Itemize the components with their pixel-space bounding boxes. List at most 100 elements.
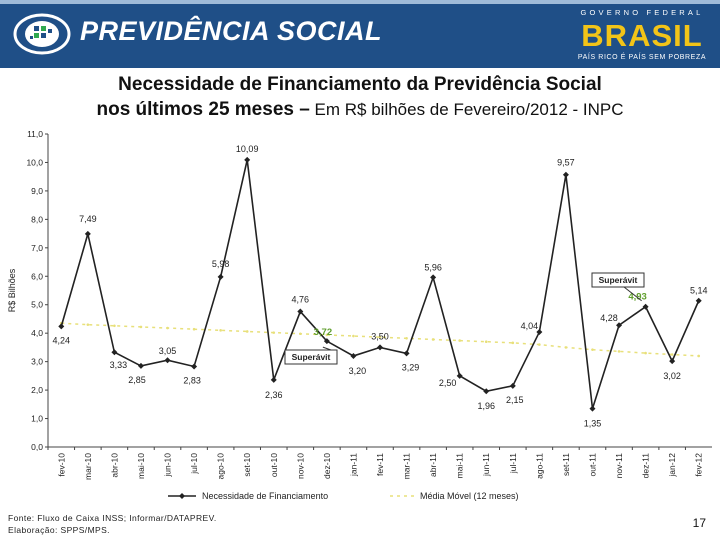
y-tick-label: 2,0 bbox=[31, 385, 43, 395]
data-label: 1,96 bbox=[477, 401, 495, 411]
brand-title: PREVIDÊNCIA SOCIAL bbox=[80, 16, 383, 46]
x-tick-label: mar-10 bbox=[83, 453, 93, 480]
legend-label-necessidade: Necessidade de Financiamento bbox=[202, 491, 328, 501]
x-tick-label: nov-11 bbox=[614, 453, 624, 479]
x-tick-label: out-10 bbox=[269, 453, 279, 477]
chart-title-subtitle: Em R$ bilhões de Fevereiro/2012 - INPC bbox=[309, 100, 624, 119]
y-tick-label: 3,0 bbox=[31, 357, 43, 367]
x-tick-label: jun-10 bbox=[163, 453, 173, 478]
data-label: 4,76 bbox=[292, 295, 310, 305]
point-necessidade bbox=[323, 338, 330, 345]
point-necessidade bbox=[456, 372, 463, 379]
data-label: 3,33 bbox=[110, 360, 128, 370]
point-necessidade bbox=[669, 358, 676, 365]
x-tick-label: set-10 bbox=[242, 453, 252, 477]
x-tick-label: ago-10 bbox=[216, 453, 226, 480]
data-label: 7,49 bbox=[79, 214, 97, 224]
data-label: 10,09 bbox=[236, 144, 259, 154]
x-tick-label: abr-10 bbox=[109, 453, 119, 478]
annotation-label: Superávit bbox=[292, 352, 331, 362]
chart-title-line1: Necessidade de Financiamento da Previdên… bbox=[118, 74, 602, 95]
point-necessidade bbox=[191, 363, 198, 370]
y-tick-label: 6,0 bbox=[31, 271, 43, 281]
point-media-movel bbox=[166, 326, 169, 330]
point-necessidade bbox=[589, 405, 596, 412]
x-tick-label: jul-10 bbox=[189, 453, 199, 475]
point-media-movel bbox=[192, 327, 196, 331]
y-tick-label: 7,0 bbox=[31, 243, 43, 253]
x-tick-label: set-11 bbox=[561, 453, 571, 476]
point-necessidade bbox=[137, 362, 144, 369]
x-tick-label: dez-11 bbox=[641, 453, 651, 479]
point-media-movel bbox=[591, 348, 594, 351]
x-tick-label: nov-10 bbox=[295, 453, 305, 479]
y-tick-label: 9,0 bbox=[31, 186, 43, 196]
chart-title-bold: nos últimos 25 meses – bbox=[96, 99, 310, 120]
point-media-movel bbox=[511, 341, 515, 345]
point-media-movel bbox=[219, 329, 222, 332]
y-tick-label: 10,0 bbox=[26, 157, 43, 167]
point-necessidade bbox=[430, 274, 437, 281]
data-label: 4,04 bbox=[521, 321, 539, 331]
data-label: 2,85 bbox=[128, 375, 146, 385]
annotation-box bbox=[284, 349, 338, 365]
point-media-movel bbox=[113, 324, 116, 328]
point-necessidade bbox=[217, 273, 224, 280]
data-label: 4,24 bbox=[53, 335, 71, 345]
point-media-movel bbox=[484, 340, 488, 344]
point-media-movel bbox=[245, 330, 249, 333]
point-media-movel bbox=[431, 338, 435, 341]
data-label: 3,02 bbox=[663, 371, 681, 381]
point-necessidade bbox=[270, 376, 277, 383]
y-tick-label: 8,0 bbox=[31, 214, 43, 224]
y-axis-label: R$ Bilhões bbox=[7, 268, 17, 312]
point-necessidade bbox=[483, 388, 490, 395]
data-label: 3,72 bbox=[314, 327, 333, 338]
data-label: 3,29 bbox=[402, 362, 420, 372]
point-necessidade bbox=[244, 156, 251, 163]
point-necessidade bbox=[536, 329, 543, 336]
data-label: 1,35 bbox=[584, 419, 602, 429]
data-label: 3,50 bbox=[371, 331, 389, 341]
point-necessidade bbox=[297, 308, 304, 315]
point-media-movel bbox=[564, 346, 568, 349]
point-media-movel bbox=[325, 333, 329, 337]
point-media-movel bbox=[139, 325, 143, 329]
point-necessidade bbox=[509, 382, 516, 389]
gov-logo: GOVERNO FEDERAL BRASIL PAÍS RICO É PAÍS … bbox=[568, 8, 716, 64]
annotation-box bbox=[591, 272, 645, 288]
y-tick-label: 5,0 bbox=[31, 300, 43, 310]
source-text: Fonte: Fluxo de Caixa INSS; Informar/DAT… bbox=[8, 513, 217, 523]
x-tick-label: fev-11 bbox=[375, 453, 385, 476]
data-label: 9,57 bbox=[557, 158, 575, 168]
data-label: 2,50 bbox=[439, 378, 457, 388]
previdencia-logo-icon bbox=[13, 13, 71, 55]
data-label: 3,05 bbox=[159, 346, 177, 356]
x-tick-label: ago-11 bbox=[534, 453, 544, 479]
point-media-movel bbox=[670, 353, 674, 356]
x-tick-label: mai-11 bbox=[455, 453, 465, 479]
annotation-label: Superávit bbox=[599, 275, 638, 285]
header-band bbox=[0, 0, 720, 4]
x-tick-label: mai-10 bbox=[136, 453, 146, 479]
x-tick-label: jan-12 bbox=[667, 453, 677, 478]
point-media-movel bbox=[538, 343, 541, 346]
point-necessidade bbox=[350, 352, 357, 359]
point-media-movel bbox=[299, 332, 302, 336]
x-tick-label: jul-11 bbox=[508, 453, 518, 474]
annotation-arrow bbox=[623, 286, 642, 302]
data-label: 5,14 bbox=[690, 286, 708, 296]
data-label: 4,28 bbox=[600, 313, 618, 323]
point-media-movel bbox=[272, 331, 276, 334]
header-bar: PREVIDÊNCIA SOCIAL GOVERNO FEDERAL BRASI… bbox=[0, 0, 720, 68]
point-media-movel bbox=[458, 339, 461, 342]
y-tick-label: 1,0 bbox=[31, 414, 43, 424]
point-necessidade bbox=[377, 344, 383, 351]
point-necessidade bbox=[58, 323, 65, 330]
x-tick-label: fev-12 bbox=[694, 453, 704, 477]
x-tick-label: out-11 bbox=[587, 453, 597, 477]
point-media-movel bbox=[352, 334, 355, 338]
data-label: 5,98 bbox=[212, 259, 230, 269]
gov-top-text: GOVERNO FEDERAL bbox=[580, 8, 704, 17]
point-media-movel bbox=[697, 354, 701, 358]
